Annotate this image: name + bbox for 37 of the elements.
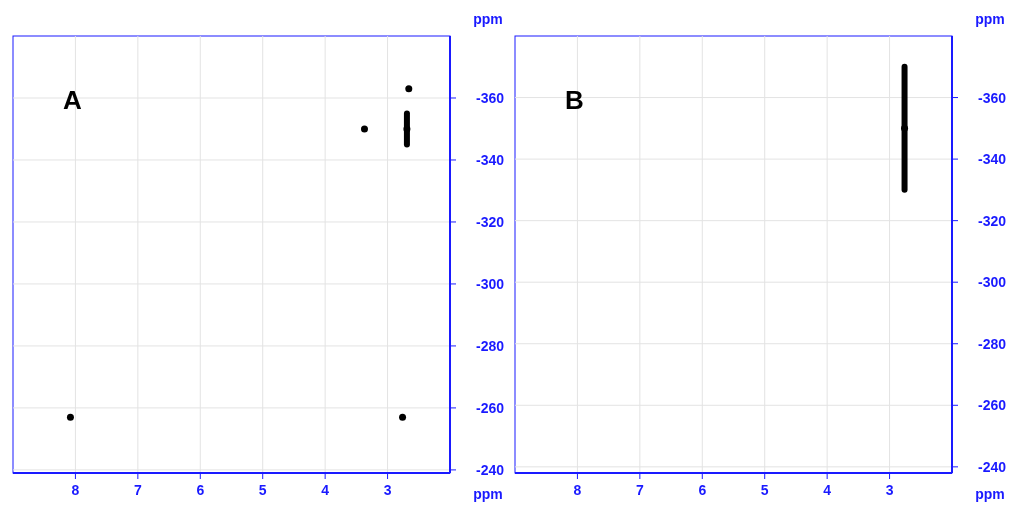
text: A (63, 85, 82, 115)
y-tick-label: -360 (977, 89, 1007, 106)
y-tick-label: -360 (475, 89, 505, 106)
point (403, 125, 411, 133)
y-tick-label: -320 (475, 213, 505, 230)
y-tick-label: -300 (475, 275, 505, 292)
point (399, 413, 407, 421)
y-tick-label: -340 (977, 151, 1007, 168)
x-tick-label: 6 (196, 482, 205, 498)
x-tick-label: 7 (635, 482, 644, 498)
x-tick-label: 8 (573, 482, 582, 498)
x-tick-label: 5 (760, 482, 769, 498)
y-axis-title: ppm (473, 11, 503, 27)
y-tick-label: -260 (475, 399, 505, 416)
x-tick-label: 4 (321, 482, 330, 498)
x-tick-label: 3 (885, 482, 894, 498)
x-tick-label: 8 (71, 482, 80, 498)
y-tick-label: -240 (475, 461, 505, 478)
text: B (565, 85, 584, 115)
point (405, 85, 413, 93)
y-axis-title: ppm (975, 11, 1005, 27)
x-tick-label: 5 (258, 482, 267, 498)
y-tick-label: -280 (977, 335, 1007, 352)
x-tick-label: 7 (133, 482, 142, 498)
point (360, 125, 368, 133)
x-tick-label: 3 (383, 482, 392, 498)
y-tick-label: -240 (977, 458, 1007, 475)
x-axis-title: ppm (975, 486, 1005, 502)
y-tick-label: -340 (475, 151, 505, 168)
y-tick-label: -260 (977, 397, 1007, 414)
x-tick-label: 4 (823, 482, 832, 498)
y-tick-label: -300 (977, 274, 1007, 291)
x-tick-label: 6 (698, 482, 707, 498)
point (66, 413, 74, 421)
y-tick-label: -280 (475, 337, 505, 354)
x-axis-title: ppm (473, 486, 503, 502)
y-tick-label: -320 (977, 212, 1007, 229)
